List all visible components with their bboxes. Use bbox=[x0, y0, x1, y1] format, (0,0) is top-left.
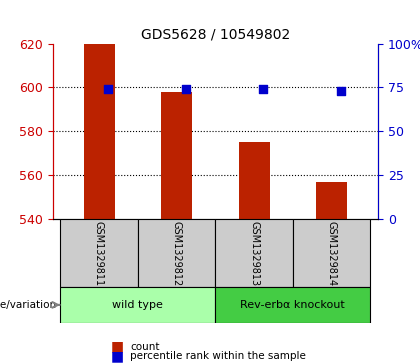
Text: percentile rank within the sample: percentile rank within the sample bbox=[130, 351, 306, 362]
Bar bbox=[239, 142, 270, 219]
Text: GSM1329813: GSM1329813 bbox=[249, 221, 259, 286]
Point bbox=[182, 86, 189, 92]
FancyBboxPatch shape bbox=[215, 219, 293, 287]
Text: ■: ■ bbox=[111, 350, 124, 363]
Text: GSM1329811: GSM1329811 bbox=[94, 221, 104, 286]
FancyBboxPatch shape bbox=[215, 287, 370, 323]
FancyBboxPatch shape bbox=[293, 219, 370, 287]
FancyBboxPatch shape bbox=[60, 287, 215, 323]
Point bbox=[105, 86, 112, 92]
Text: Rev-erbα knockout: Rev-erbα knockout bbox=[240, 300, 345, 310]
Text: count: count bbox=[130, 342, 160, 352]
Bar bbox=[84, 44, 115, 219]
FancyBboxPatch shape bbox=[138, 219, 215, 287]
Point bbox=[260, 86, 267, 92]
Text: genotype/variation: genotype/variation bbox=[0, 300, 56, 310]
Title: GDS5628 / 10549802: GDS5628 / 10549802 bbox=[141, 27, 290, 41]
FancyBboxPatch shape bbox=[60, 219, 138, 287]
Bar bbox=[316, 182, 347, 219]
Text: GSM1329812: GSM1329812 bbox=[171, 221, 181, 286]
Point bbox=[337, 88, 344, 94]
Text: wild type: wild type bbox=[112, 300, 163, 310]
Text: GSM1329814: GSM1329814 bbox=[326, 221, 336, 286]
Bar bbox=[161, 92, 192, 219]
Text: ■: ■ bbox=[111, 340, 124, 354]
